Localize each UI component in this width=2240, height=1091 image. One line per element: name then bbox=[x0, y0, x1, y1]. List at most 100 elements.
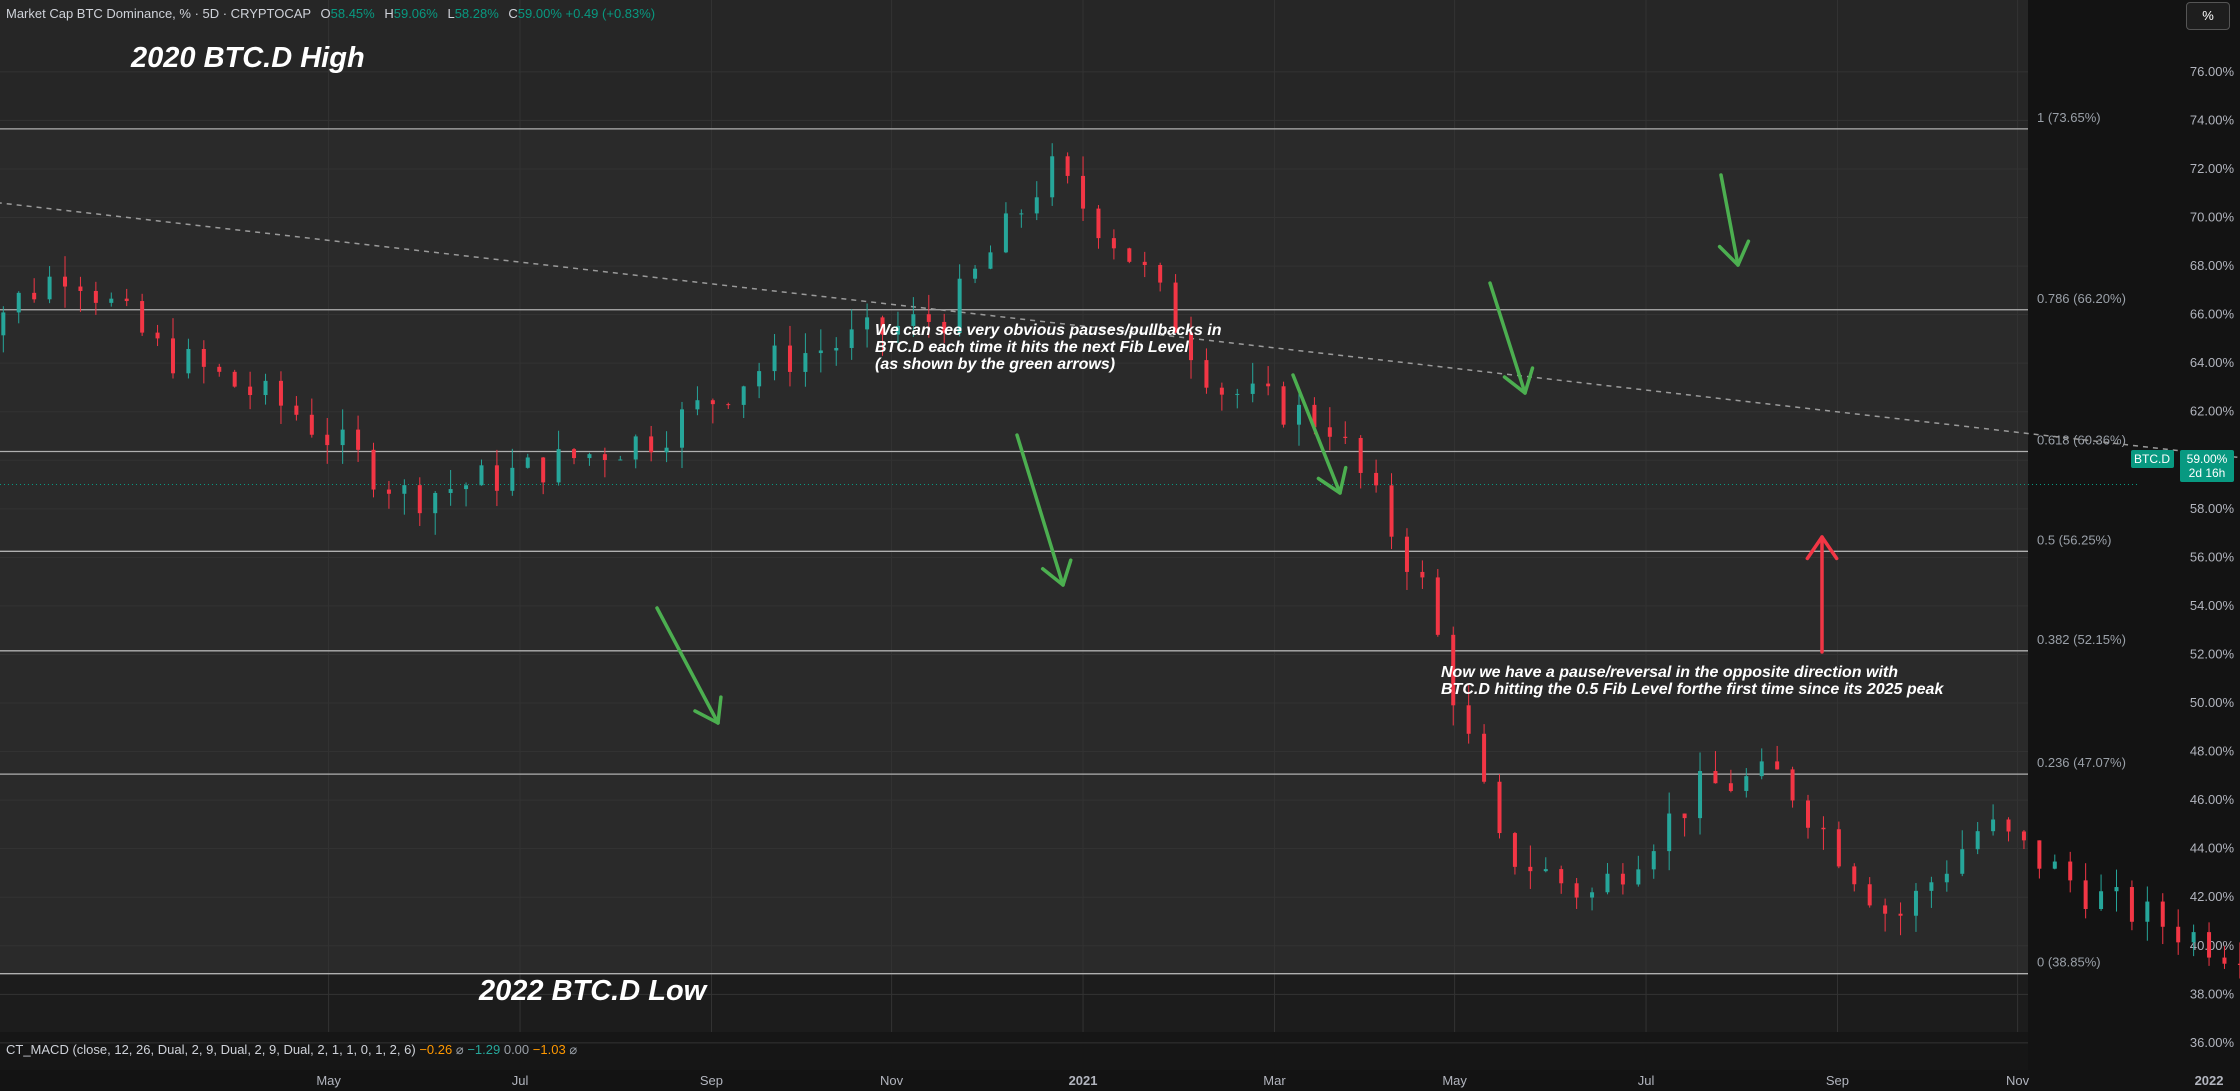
percent-scale-button[interactable]: % bbox=[2186, 2, 2230, 30]
candle-body bbox=[1312, 404, 1317, 428]
candle-body bbox=[556, 449, 561, 483]
candle-body bbox=[1528, 866, 1533, 872]
candle-body bbox=[572, 449, 577, 459]
candle-body bbox=[1389, 485, 1394, 537]
candle-body bbox=[109, 298, 114, 303]
candle-body bbox=[217, 366, 222, 372]
candle-body bbox=[1034, 197, 1039, 214]
fib-label: 0.236 (47.07%) bbox=[2037, 755, 2126, 770]
candle-body bbox=[957, 278, 962, 334]
close-label: C bbox=[508, 6, 518, 21]
candle-body bbox=[2129, 887, 2134, 922]
candle-body bbox=[1574, 883, 1579, 898]
candle-body bbox=[1975, 831, 1980, 850]
candle-body bbox=[1204, 360, 1209, 388]
candle-body bbox=[1065, 156, 1070, 176]
green-arrow-4-head bbox=[1502, 366, 1535, 395]
candle-body bbox=[1374, 472, 1379, 486]
candle-body bbox=[248, 386, 253, 396]
note1-line1: We can see very obvious pauses/pullbacks… bbox=[875, 322, 1222, 339]
candle-body bbox=[741, 386, 746, 405]
close-value: 59.00% bbox=[517, 6, 562, 21]
candle-body bbox=[155, 332, 160, 339]
y-tick-label: 54.00% bbox=[2190, 598, 2235, 613]
y-tick-label: 44.00% bbox=[2190, 841, 2235, 856]
candle-body bbox=[78, 286, 83, 291]
candle-body bbox=[1235, 393, 1240, 395]
candle-body bbox=[2068, 861, 2073, 881]
y-tick-label: 66.00% bbox=[2190, 307, 2235, 322]
candle-body bbox=[1913, 890, 1918, 916]
candle-body bbox=[680, 409, 685, 448]
candle-body bbox=[787, 345, 792, 372]
symbol-tag-bg bbox=[2131, 450, 2174, 468]
candle-body bbox=[926, 314, 931, 322]
candle-body bbox=[2052, 861, 2057, 869]
candle-body bbox=[1590, 892, 1595, 898]
note-reversal: Now we have a pause/reversal in the oppo… bbox=[1441, 664, 1943, 698]
candle-body bbox=[1682, 813, 1687, 819]
y-axis: 36.00% 38.00% 40.00% 42.00% 44.00% 46.00% 48.0… bbox=[0, 64, 2234, 1050]
candle-body bbox=[417, 485, 422, 514]
x-tick-label: May bbox=[316, 1073, 341, 1088]
candle-body bbox=[371, 449, 376, 490]
candle-body bbox=[1404, 536, 1409, 572]
candle-body bbox=[1867, 884, 1872, 906]
green-arrow-5 bbox=[1719, 173, 1740, 267]
candle-body bbox=[1219, 387, 1224, 395]
candle-body bbox=[726, 404, 731, 406]
candle-body bbox=[1482, 733, 1487, 782]
symbol-tag: BTC.D bbox=[2134, 452, 2170, 466]
note1-line2: BTC.D each time it hits the next Fib Lev… bbox=[875, 339, 1189, 356]
candle-body bbox=[803, 353, 808, 372]
candle-body bbox=[510, 467, 515, 491]
macd-value-4: −1.03 bbox=[532, 1042, 566, 1057]
open-label: O bbox=[320, 6, 331, 21]
candle-body bbox=[633, 436, 638, 460]
candle-body bbox=[278, 380, 283, 406]
candle-body bbox=[479, 465, 484, 486]
x-tick-label: Jul bbox=[512, 1073, 529, 1088]
candle-body bbox=[1713, 771, 1718, 784]
candle-body bbox=[942, 321, 947, 334]
candle-body bbox=[464, 485, 469, 490]
candle-body bbox=[1991, 819, 1996, 832]
candle-body bbox=[818, 350, 823, 354]
y-tick-label: 56.00% bbox=[2190, 549, 2235, 564]
macd-pane bbox=[0, 1032, 2028, 1070]
candle-body bbox=[2021, 831, 2026, 841]
candle-body bbox=[1435, 577, 1440, 635]
candle-body bbox=[1296, 404, 1301, 425]
candle-body bbox=[618, 459, 623, 461]
x-tick-label: Nov bbox=[2006, 1073, 2030, 1088]
macd-sym-1: ⌀ bbox=[455, 1042, 464, 1057]
y-tick-label: 38.00% bbox=[2190, 986, 2235, 1001]
candle-body bbox=[494, 465, 499, 491]
candle-body bbox=[587, 454, 592, 459]
candle-body bbox=[2099, 891, 2104, 909]
candle-body bbox=[93, 290, 98, 303]
candle-body bbox=[1667, 813, 1672, 852]
green-arrow-2-head bbox=[1040, 558, 1073, 587]
candle-body bbox=[124, 298, 129, 302]
candle-body bbox=[1620, 873, 1625, 885]
candle-body bbox=[47, 276, 52, 300]
y-tick-label: 50.00% bbox=[2190, 695, 2235, 710]
fib-label: 0.5 (56.25%) bbox=[2037, 532, 2111, 547]
x-tick-label: 2021 bbox=[1069, 1073, 1098, 1088]
candle-body bbox=[1960, 849, 1965, 874]
price-tag: BTC.D 59.00%2d 16h bbox=[2131, 450, 2234, 482]
candle-body bbox=[834, 347, 839, 351]
candle-body bbox=[2037, 840, 2042, 869]
y-tick-label: 36.00% bbox=[2190, 1035, 2235, 1050]
candle-body bbox=[2083, 880, 2088, 909]
candle-body bbox=[448, 489, 453, 493]
candle-body bbox=[1605, 873, 1610, 893]
candle-body bbox=[1775, 761, 1780, 770]
candle-body bbox=[757, 371, 762, 387]
symbol-title: Market Cap BTC Dominance, % · 5D · CRYPT… bbox=[6, 6, 311, 21]
candle-body bbox=[1636, 869, 1641, 885]
candle-body bbox=[1929, 882, 1934, 891]
candle-body bbox=[2114, 887, 2119, 892]
